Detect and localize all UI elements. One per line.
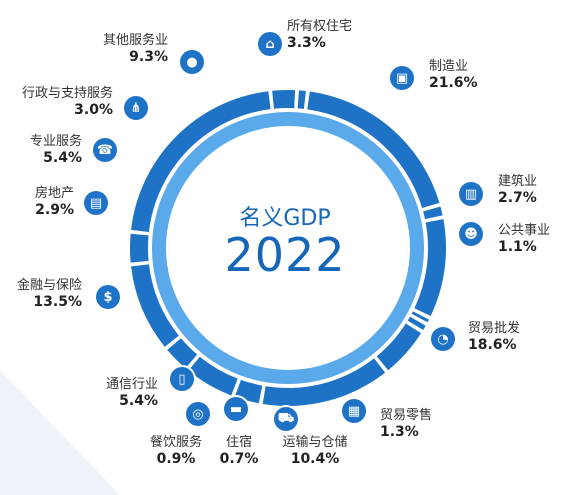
sector-percentage: 13.5% bbox=[33, 294, 82, 310]
sector-name: 金融与保险 bbox=[16, 278, 82, 293]
sector-name: 房地产 bbox=[34, 186, 74, 201]
document-icon: ▤ bbox=[84, 191, 108, 215]
donut-slice-5 bbox=[307, 91, 440, 209]
donut-slice-6 bbox=[423, 206, 443, 220]
sector-name: 专业服务 bbox=[29, 134, 82, 149]
donut-slice-7 bbox=[414, 219, 446, 316]
sector-label: 通信行业 5.4% bbox=[70, 376, 158, 410]
sector-name: 贸易零售 bbox=[380, 408, 433, 423]
sector-percentage: 3.3% bbox=[287, 35, 326, 51]
donut-slice-2 bbox=[131, 91, 271, 232]
sector-name: 其他服务业 bbox=[102, 33, 168, 48]
sector-label: 公共事业 1.1% bbox=[498, 222, 550, 256]
sector-label: 制造业 21.6% bbox=[429, 58, 478, 92]
box-icon: ▣ bbox=[390, 66, 414, 90]
outer-ring bbox=[129, 89, 446, 406]
house-icon: ⌂ bbox=[258, 32, 282, 56]
donut-slice-4 bbox=[297, 90, 306, 109]
sector-percentage: 18.6% bbox=[468, 337, 517, 353]
safe-icon: ▦ bbox=[342, 399, 366, 423]
bed-icon: ▬ bbox=[224, 397, 248, 421]
donut-slice-3 bbox=[272, 89, 296, 109]
donut-slice-13 bbox=[188, 356, 238, 396]
sector-percentage: 1.3% bbox=[380, 424, 419, 440]
sector-label: 餐饮服务 0.9% bbox=[140, 434, 212, 468]
sector-label: 运输与仓储 10.4% bbox=[270, 434, 360, 468]
sector-name: 通信行业 bbox=[105, 377, 158, 392]
sector-name: 运输与仓储 bbox=[282, 435, 348, 450]
sector-percentage: 3.0% bbox=[74, 102, 113, 118]
donut-slice-14 bbox=[167, 338, 198, 369]
org-chart-icon: ⋔ bbox=[124, 96, 148, 120]
telephone-icon: ☎ bbox=[93, 138, 117, 162]
donut-slice-11 bbox=[262, 358, 386, 406]
phone-icon: ▯ bbox=[170, 367, 194, 391]
sector-label: 贸易批发 18.6% bbox=[468, 320, 520, 354]
sector-name: 行政与支持服务 bbox=[21, 86, 113, 101]
donut-slice-10 bbox=[376, 323, 422, 371]
sector-name: 贸易批发 bbox=[468, 321, 521, 336]
chart-year: 2022 bbox=[224, 228, 346, 282]
donut-slice-8 bbox=[411, 311, 429, 323]
sector-name: 住宿 bbox=[225, 435, 252, 450]
sector-label: 住宿 0.7% bbox=[214, 434, 264, 468]
sector-label: 专业服务 5.4% bbox=[0, 133, 82, 167]
person-icon: ● bbox=[180, 50, 204, 74]
sector-label: 所有权住宅 3.3% bbox=[287, 18, 352, 52]
pie-chart-icon: ◔ bbox=[431, 327, 455, 351]
inner-ring-band bbox=[152, 112, 424, 384]
inner-ring bbox=[152, 112, 424, 384]
dollar-icon: $ bbox=[96, 285, 120, 309]
sector-label: 行政与支持服务 3.0% bbox=[0, 85, 113, 119]
sector-percentage: 0.9% bbox=[156, 451, 196, 467]
sector-percentage: 9.3% bbox=[129, 49, 168, 65]
sector-name: 公共事业 bbox=[498, 223, 551, 238]
sector-percentage: 1.1% bbox=[498, 239, 537, 255]
donut-slice-12 bbox=[234, 379, 263, 404]
sector-label: 建筑业 2.7% bbox=[498, 173, 537, 207]
people-icon: ☻ bbox=[459, 222, 483, 246]
coins-icon: ◎ bbox=[186, 402, 210, 426]
sector-label: 其他服务业 9.3% bbox=[60, 32, 168, 66]
sector-percentage: 2.9% bbox=[35, 202, 74, 218]
sector-name: 餐饮服务 bbox=[149, 435, 202, 450]
sector-percentage: 10.4% bbox=[290, 451, 340, 467]
sector-percentage: 5.4% bbox=[119, 393, 158, 409]
sector-name: 所有权住宅 bbox=[287, 19, 353, 34]
cart-icon: ⛟ bbox=[274, 407, 298, 431]
sector-label: 房地产 2.9% bbox=[0, 185, 74, 219]
sector-percentage: 0.7% bbox=[219, 451, 259, 467]
donut-slice-1 bbox=[129, 233, 149, 263]
sector-name: 制造业 bbox=[429, 59, 469, 74]
donut-slice-9 bbox=[407, 316, 426, 330]
sector-percentage: 5.4% bbox=[43, 150, 82, 166]
sector-label: 贸易零售 1.3% bbox=[380, 407, 432, 441]
donut-slice-15 bbox=[131, 264, 179, 347]
chart-title: 名义GDP bbox=[239, 206, 331, 231]
sector-percentage: 21.6% bbox=[429, 75, 478, 91]
building-icon: ▥ bbox=[459, 182, 483, 206]
sector-label: 金融与保险 13.5% bbox=[0, 277, 82, 311]
sector-name: 建筑业 bbox=[498, 174, 538, 189]
sector-percentage: 2.7% bbox=[498, 190, 537, 206]
